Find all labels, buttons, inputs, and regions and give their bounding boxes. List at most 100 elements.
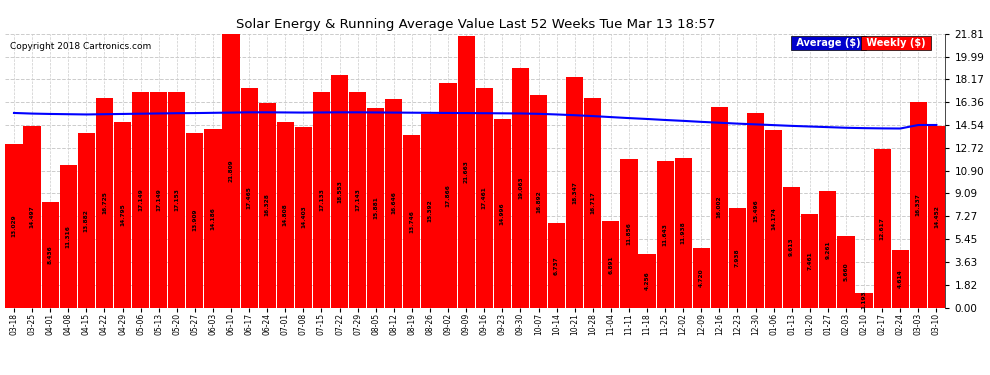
Text: 21.809: 21.809 bbox=[229, 159, 234, 182]
Bar bbox=[873, 149, 891, 308]
Text: 17.153: 17.153 bbox=[174, 188, 179, 211]
Bar bbox=[855, 292, 872, 308]
Bar bbox=[276, 122, 294, 308]
Bar bbox=[78, 133, 95, 308]
Bar bbox=[674, 158, 692, 308]
Bar bbox=[422, 114, 439, 308]
Bar bbox=[114, 122, 131, 308]
Text: 14.795: 14.795 bbox=[120, 203, 125, 226]
Bar bbox=[385, 99, 402, 308]
Bar bbox=[475, 88, 493, 308]
Bar bbox=[186, 133, 204, 308]
Text: 16.002: 16.002 bbox=[717, 196, 722, 218]
Bar bbox=[42, 202, 58, 308]
Text: 12.617: 12.617 bbox=[880, 217, 885, 240]
Text: 4.256: 4.256 bbox=[644, 272, 649, 290]
Bar bbox=[910, 102, 927, 308]
Text: 19.063: 19.063 bbox=[518, 177, 523, 199]
Bar bbox=[693, 248, 710, 308]
Title: Solar Energy & Running Average Value Last 52 Weeks Tue Mar 13 18:57: Solar Energy & Running Average Value Las… bbox=[236, 18, 715, 31]
Bar bbox=[838, 237, 854, 308]
Bar bbox=[24, 126, 41, 308]
Text: 4.720: 4.720 bbox=[699, 268, 704, 287]
Text: 17.143: 17.143 bbox=[355, 189, 360, 211]
Text: 15.392: 15.392 bbox=[428, 200, 433, 222]
Text: 9.261: 9.261 bbox=[826, 240, 831, 259]
Bar bbox=[258, 102, 276, 308]
Text: 16.717: 16.717 bbox=[590, 191, 595, 214]
Bar bbox=[367, 108, 384, 308]
Text: 16.646: 16.646 bbox=[391, 192, 396, 214]
Bar bbox=[349, 92, 366, 308]
Bar bbox=[59, 165, 77, 308]
Bar bbox=[820, 191, 837, 308]
Text: 6.737: 6.737 bbox=[554, 256, 559, 274]
Bar bbox=[494, 119, 511, 308]
Bar bbox=[584, 98, 601, 308]
Text: 6.891: 6.891 bbox=[608, 255, 614, 274]
Bar bbox=[746, 113, 764, 308]
Bar bbox=[711, 106, 728, 308]
Text: Weekly ($): Weekly ($) bbox=[862, 38, 929, 48]
Bar bbox=[204, 129, 222, 308]
Text: 14.808: 14.808 bbox=[283, 203, 288, 226]
Bar bbox=[512, 68, 529, 308]
Bar bbox=[168, 92, 185, 308]
Text: 16.892: 16.892 bbox=[536, 190, 541, 213]
Bar bbox=[639, 254, 655, 308]
Text: 13.909: 13.909 bbox=[192, 209, 197, 231]
Bar bbox=[457, 36, 475, 308]
Text: 17.461: 17.461 bbox=[482, 186, 487, 209]
Text: 5.660: 5.660 bbox=[843, 262, 848, 281]
Bar bbox=[313, 93, 330, 308]
Bar bbox=[5, 144, 23, 308]
Bar bbox=[295, 127, 312, 308]
Bar bbox=[729, 208, 746, 308]
Text: 15.496: 15.496 bbox=[753, 199, 758, 222]
Bar bbox=[928, 126, 945, 308]
Text: 9.613: 9.613 bbox=[789, 238, 794, 256]
Text: 16.337: 16.337 bbox=[916, 194, 921, 216]
Text: 11.856: 11.856 bbox=[627, 222, 632, 245]
Text: 14.186: 14.186 bbox=[211, 207, 216, 230]
Text: 14.996: 14.996 bbox=[500, 202, 505, 225]
Bar bbox=[132, 92, 149, 308]
Text: 17.866: 17.866 bbox=[446, 184, 450, 207]
Text: 7.461: 7.461 bbox=[807, 251, 813, 270]
Text: 18.347: 18.347 bbox=[572, 181, 577, 204]
Text: 14.497: 14.497 bbox=[30, 205, 35, 228]
Text: 4.614: 4.614 bbox=[898, 269, 903, 288]
Bar bbox=[96, 98, 113, 308]
Bar bbox=[548, 223, 565, 308]
Bar bbox=[602, 221, 620, 308]
Bar bbox=[331, 75, 348, 308]
Text: 21.663: 21.663 bbox=[463, 160, 468, 183]
Text: 11.643: 11.643 bbox=[662, 223, 667, 246]
Bar bbox=[765, 130, 782, 308]
Bar bbox=[440, 83, 456, 308]
Bar bbox=[656, 161, 674, 308]
Text: 17.465: 17.465 bbox=[247, 186, 251, 209]
Text: Copyright 2018 Cartronics.com: Copyright 2018 Cartronics.com bbox=[10, 42, 150, 51]
Bar bbox=[783, 187, 800, 308]
Text: 16.725: 16.725 bbox=[102, 191, 107, 214]
Text: 14.452: 14.452 bbox=[934, 206, 939, 228]
Text: 18.553: 18.553 bbox=[337, 180, 343, 203]
Text: 7.938: 7.938 bbox=[735, 248, 740, 267]
Text: 17.149: 17.149 bbox=[156, 189, 161, 211]
Bar bbox=[241, 88, 257, 308]
Bar bbox=[530, 96, 547, 308]
Bar bbox=[566, 77, 583, 308]
Bar bbox=[892, 250, 909, 308]
Text: 17.149: 17.149 bbox=[138, 189, 144, 211]
Text: 17.133: 17.133 bbox=[319, 189, 324, 211]
Text: Average ($): Average ($) bbox=[793, 38, 864, 48]
Text: 14.403: 14.403 bbox=[301, 206, 306, 228]
Bar bbox=[223, 34, 240, 308]
Bar bbox=[801, 214, 819, 308]
Text: 14.174: 14.174 bbox=[771, 207, 776, 230]
Bar bbox=[621, 159, 638, 308]
Text: 11.938: 11.938 bbox=[681, 221, 686, 244]
Bar bbox=[403, 135, 421, 308]
Text: 1.193: 1.193 bbox=[861, 291, 866, 309]
